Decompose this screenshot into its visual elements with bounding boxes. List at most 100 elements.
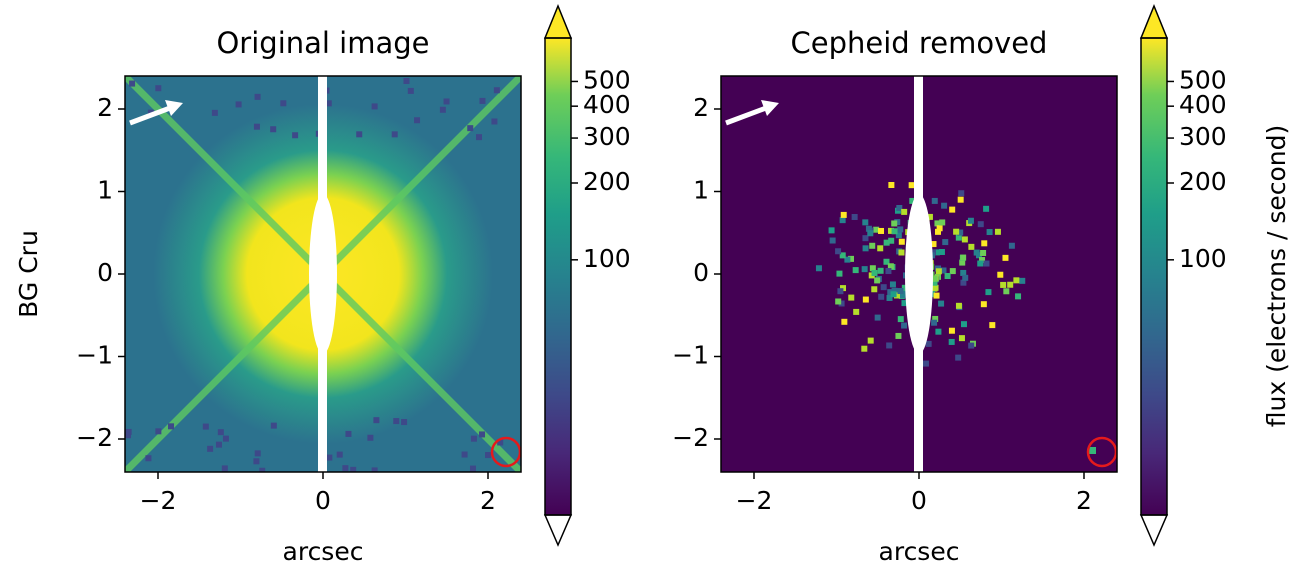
pix — [867, 337, 874, 344]
pix — [936, 225, 943, 232]
colorbar-tick-label: 400 — [583, 90, 631, 119]
pix — [222, 435, 229, 442]
pix — [985, 289, 992, 296]
pix — [155, 428, 162, 435]
pix — [955, 302, 962, 309]
pix — [893, 292, 900, 299]
pix — [280, 100, 287, 107]
y-tick-label: −1 — [76, 341, 113, 370]
pix — [861, 266, 868, 273]
pix — [989, 322, 996, 329]
arrow-head — [761, 100, 779, 116]
pix — [837, 288, 844, 295]
pix — [980, 249, 987, 256]
pix — [897, 316, 904, 323]
pix — [895, 232, 902, 239]
pix — [932, 315, 939, 322]
pix — [479, 97, 486, 104]
pix — [828, 227, 835, 234]
pix — [967, 217, 974, 224]
pix — [948, 338, 955, 345]
pix — [880, 284, 887, 291]
pix — [958, 335, 965, 342]
pix — [935, 328, 942, 335]
x-axis-label: arcsec — [283, 537, 364, 566]
pix — [840, 211, 847, 218]
pix — [925, 340, 932, 347]
y-tick-label: 2 — [693, 93, 709, 122]
pix — [891, 220, 898, 227]
pix — [957, 196, 964, 203]
pix — [469, 465, 476, 472]
pix — [841, 318, 848, 325]
pix — [202, 423, 209, 430]
pix — [888, 237, 895, 244]
pix — [840, 285, 847, 292]
pix — [155, 85, 162, 92]
pix — [873, 226, 880, 233]
pix — [497, 439, 504, 446]
colorbar — [545, 38, 571, 515]
pix — [933, 292, 940, 299]
pix — [1002, 254, 1009, 261]
pix — [897, 288, 904, 295]
pix — [895, 332, 902, 339]
pix — [883, 258, 890, 265]
pix — [325, 100, 332, 107]
pix — [871, 286, 878, 293]
pix — [815, 265, 822, 272]
pix — [853, 308, 860, 315]
pix — [373, 417, 380, 424]
pix — [977, 260, 984, 267]
pix — [393, 418, 400, 425]
pix — [485, 452, 492, 459]
pix — [292, 132, 299, 139]
pix — [887, 227, 894, 234]
pix — [973, 249, 980, 256]
y-tick-label: 0 — [693, 258, 709, 287]
pix — [367, 434, 374, 441]
pix — [253, 123, 260, 130]
pix — [983, 205, 990, 212]
pix — [997, 271, 1004, 278]
marker-circle — [1086, 436, 1117, 468]
colorbar-tick-label: 500 — [583, 65, 631, 94]
pix — [896, 205, 903, 212]
pix — [1007, 281, 1014, 288]
pix — [983, 260, 990, 267]
colorbar-tick-label: 300 — [1179, 122, 1227, 151]
pix — [891, 228, 898, 235]
pix — [467, 125, 474, 132]
pix — [1089, 447, 1096, 454]
pix — [839, 252, 846, 259]
arrow-head — [165, 100, 183, 116]
y-tick-label: −2 — [76, 423, 113, 452]
pix — [479, 431, 486, 438]
pix — [960, 321, 967, 328]
colorbar-tick-label: 200 — [1179, 167, 1227, 196]
pix — [901, 300, 908, 307]
pix — [839, 217, 846, 224]
pix — [939, 219, 946, 226]
pix — [371, 103, 378, 110]
pix — [125, 428, 132, 435]
pix — [270, 126, 277, 133]
pix — [1003, 288, 1010, 295]
pix — [890, 291, 897, 298]
x-tick-label: −2 — [140, 486, 177, 515]
pix — [930, 241, 937, 248]
pix — [356, 131, 363, 138]
pix — [960, 269, 967, 276]
pix — [345, 430, 352, 437]
pix — [829, 237, 836, 244]
x-tick-label: −2 — [736, 486, 773, 515]
pix — [207, 445, 214, 452]
pix — [938, 300, 945, 307]
pix — [979, 257, 986, 264]
colorbar-tick-label: 100 — [1179, 244, 1227, 273]
colorbar-tick-label: 100 — [583, 244, 631, 273]
pix — [129, 80, 136, 87]
pix — [944, 273, 951, 280]
pix — [342, 465, 349, 472]
